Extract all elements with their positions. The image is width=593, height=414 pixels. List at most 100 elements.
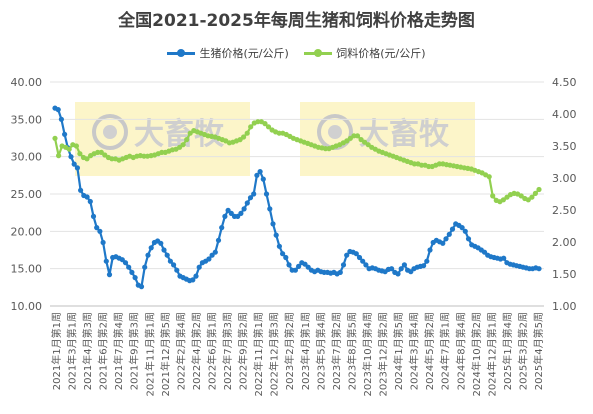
series-0-point-34 — [161, 247, 167, 253]
series-0-point-8 — [78, 187, 84, 193]
series-0-point-12 — [90, 213, 97, 219]
series-0-point-72 — [283, 254, 289, 261]
series-0-point-5 — [68, 154, 74, 160]
x-tick-label: 2022年12月第3周 — [268, 312, 281, 397]
series-1-point-82 — [344, 138, 350, 144]
x-tick-label: 2024年7月第1周 — [439, 312, 452, 390]
x-tick-label: 2023年5月第4周 — [314, 312, 327, 390]
x-tick-label: 2021年6月第2周 — [97, 312, 110, 390]
series-0-point-95 — [356, 254, 363, 261]
series-0-point-22 — [122, 260, 129, 266]
series-0-point-123 — [446, 231, 452, 237]
x-tick-label: 2021年4月第3周 — [81, 312, 94, 390]
y-left-tick-label: 35.00 — [11, 113, 43, 126]
x-tick-label: 2021年12月第5周 — [159, 312, 172, 397]
series-0-point-6 — [71, 161, 77, 167]
series-0-point-36 — [167, 258, 173, 264]
x-tick-label: 2022年9月第2周 — [237, 312, 250, 390]
watermark-logo-1 — [92, 114, 128, 150]
y-right-tick-label: 2.00 — [552, 236, 577, 249]
x-tick-label: 2021年9月第3周 — [128, 312, 141, 390]
series-0-point-116 — [424, 258, 430, 264]
series-0-point-58 — [238, 210, 244, 216]
series-0-point-17 — [106, 272, 113, 278]
series-0-point-35 — [164, 252, 170, 258]
series-0-point-64 — [257, 169, 263, 175]
x-tick-label: 2025年3月第2周 — [516, 312, 529, 390]
series-1-point-136 — [536, 186, 542, 193]
series-0-point-151 — [536, 266, 542, 272]
y-right-tick-label: 1.50 — [552, 268, 577, 281]
series-1-point-38 — [187, 130, 193, 136]
series-1-point-12 — [95, 149, 101, 155]
x-tick-label: 2021年1月第1周 — [50, 312, 63, 390]
series-1-point-55 — [248, 124, 254, 130]
series-1-point-0 — [52, 135, 58, 141]
x-tick-label: 2022年7月第3周 — [221, 312, 234, 390]
series-1-point-134 — [529, 194, 535, 200]
x-tick-label: 2023年10月第4周 — [361, 312, 374, 397]
y-left-tick-label: 40.00 — [11, 76, 43, 89]
series-1-point-135 — [532, 190, 539, 196]
series-0-point-70 — [276, 243, 282, 249]
series-0-point-43 — [190, 277, 196, 283]
series-0-point-69 — [273, 232, 279, 238]
series-1-point-53 — [241, 134, 247, 140]
series-0-point-37 — [171, 262, 177, 268]
series-0-point-3 — [62, 131, 68, 137]
x-tick-label: 2024年3月第4周 — [408, 312, 421, 390]
series-0-point-27 — [138, 284, 145, 290]
series-1-point-36 — [180, 142, 186, 148]
series-0-point-7 — [74, 165, 80, 171]
series-1-point-123 — [490, 193, 496, 199]
series-0-point-122 — [443, 236, 449, 242]
series-0-point-51 — [215, 237, 222, 243]
series-0-point-97 — [363, 262, 369, 268]
series-0-point-15 — [100, 239, 106, 246]
series-0-point-94 — [353, 251, 359, 257]
legend-item-pig[interactable]: 生猪价格(元/公斤) — [167, 45, 289, 61]
x-tick-label: 2023年4月第1周 — [299, 312, 312, 390]
legend-swatch-feed — [304, 48, 333, 58]
series-0-point-117 — [427, 247, 433, 253]
series-0-point-128 — [462, 228, 468, 234]
y-left-tick-label: 15.00 — [11, 263, 43, 276]
series-1-point-59 — [262, 121, 268, 127]
series-0-point-124 — [449, 226, 456, 232]
series-1-point-7 — [77, 151, 83, 157]
x-tick-label: 2024年1月第5周 — [392, 312, 405, 390]
series-0-point-24 — [129, 269, 135, 275]
y-right-tick-label: 1.00 — [552, 300, 577, 313]
series-1-point-85 — [354, 133, 361, 139]
series-0-point-28 — [142, 264, 148, 270]
series-0-point-65 — [260, 176, 266, 182]
series-0-point-33 — [158, 240, 164, 246]
series-0-point-107 — [395, 271, 401, 277]
watermark-logo-dot-2 — [328, 125, 342, 139]
chart-title: 全国2021-2025年每周生猪和饲料价格走势图 — [118, 11, 475, 31]
series-0-point-59 — [241, 206, 247, 212]
series-0-point-52 — [219, 225, 225, 231]
series-0-point-50 — [212, 249, 218, 255]
y-left-tick-label: 25.00 — [11, 188, 43, 201]
legend-swatch-pig — [167, 48, 196, 58]
series-0-point-89 — [337, 269, 343, 275]
legend-item-feed[interactable]: 饲料价格(元/公斤) — [304, 45, 426, 61]
series-0-point-11 — [87, 198, 93, 205]
series-1-point-4 — [66, 146, 72, 152]
series-0-point-25 — [132, 275, 138, 281]
series-0-point-76 — [296, 263, 302, 269]
series-0-point-29 — [145, 252, 151, 258]
x-tick-label: 2023年12月第2周 — [377, 312, 390, 397]
x-tick-label: 2023年8月第5周 — [345, 312, 358, 390]
series-0-point-44 — [193, 273, 199, 279]
x-tick-label: 2022年2月第4周 — [174, 312, 187, 390]
series-0-point-127 — [459, 225, 465, 231]
legend-label-feed: 饲料价格(元/公斤) — [336, 47, 426, 60]
series-1-point-122 — [486, 174, 492, 180]
series-1-point-133 — [525, 197, 531, 203]
series-1-point-60 — [265, 124, 272, 130]
x-tick-label: 2021年3月第1周 — [66, 312, 79, 390]
series-0-point-109 — [401, 262, 407, 268]
series-0-point-68 — [270, 221, 276, 227]
